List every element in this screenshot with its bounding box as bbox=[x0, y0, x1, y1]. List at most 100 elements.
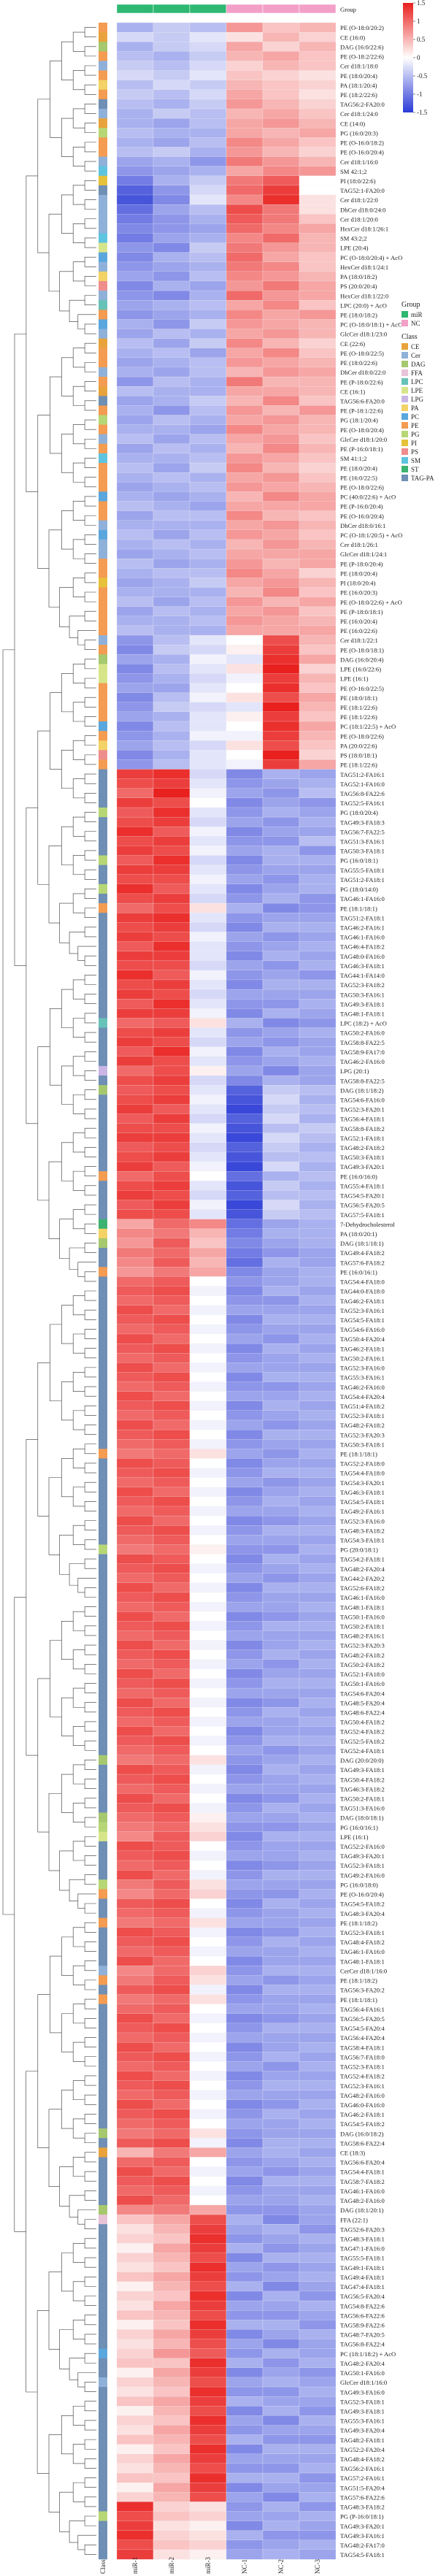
heatmap-cell bbox=[226, 1592, 264, 1603]
class-annotation-cell bbox=[99, 1305, 107, 1316]
heatmap-cell bbox=[226, 1908, 264, 1919]
row-label: TAG51:2-FA18:1 bbox=[340, 914, 385, 921]
class-annotation-cell bbox=[99, 559, 107, 569]
class-annotation-cell bbox=[99, 529, 107, 540]
heatmap-cell bbox=[262, 2406, 300, 2416]
legend-swatch bbox=[402, 440, 408, 446]
row-label: TAG49:3-FA20:1 bbox=[340, 1852, 385, 1860]
heatmap-cell bbox=[262, 1238, 300, 1249]
heatmap-cell bbox=[226, 1554, 264, 1565]
heatmap-cell bbox=[153, 1994, 191, 2005]
heatmap-cell bbox=[116, 2061, 154, 2071]
heatmap-cell bbox=[189, 979, 227, 990]
heatmap-cell bbox=[189, 415, 227, 426]
heatmap-cell bbox=[299, 846, 337, 856]
row-label: PE (18:1/22:6) bbox=[340, 704, 377, 711]
heatmap-cell bbox=[226, 941, 264, 952]
row-label: PE (O-18:0/18:1) bbox=[340, 646, 384, 653]
heatmap-cell bbox=[153, 1535, 191, 1545]
class-annotation-cell bbox=[99, 472, 107, 483]
dendrogram-branch bbox=[69, 1247, 85, 1270]
heatmap-cell bbox=[153, 1324, 191, 1335]
heatmap-cell bbox=[189, 1668, 227, 1679]
heatmap-cell bbox=[226, 118, 264, 129]
row-label: TAG46:0-FA16:0 bbox=[340, 2101, 385, 2109]
row-label: TAG46:2-FA16:0 bbox=[340, 1384, 385, 1391]
dendrogram-branch bbox=[72, 348, 85, 368]
row-label: TAG54:5-FA18:1 bbox=[340, 2551, 385, 2558]
dendrogram-branch bbox=[72, 1803, 85, 1822]
row-label: TAG52:4-FA18:2 bbox=[340, 2073, 385, 2080]
heatmap-cell bbox=[299, 2530, 337, 2541]
class-annotation-cell bbox=[99, 2185, 107, 2196]
row-label: PC (O-18:1/20:5) + AcO bbox=[340, 532, 402, 539]
heatmap-cell bbox=[189, 1429, 227, 1440]
heatmap-cell bbox=[299, 1707, 337, 1717]
heatmap-cell bbox=[299, 2377, 337, 2388]
heatmap-cell bbox=[226, 1955, 264, 1966]
heatmap-cell bbox=[153, 1362, 191, 1373]
heatmap-cell bbox=[262, 2234, 300, 2244]
class-annotation-cell bbox=[99, 185, 107, 196]
heatmap-cell bbox=[189, 462, 227, 473]
class-annotation-cell bbox=[99, 2004, 107, 2015]
heatmap-cell bbox=[299, 2166, 337, 2177]
heatmap-cell bbox=[116, 2128, 154, 2139]
class-annotation-cell bbox=[99, 1190, 107, 1200]
row-label: Cer d18:1/20:0 bbox=[340, 215, 378, 223]
class-annotation-cell bbox=[99, 415, 107, 425]
dendrogram-branch bbox=[84, 27, 96, 37]
dendrogram-branch bbox=[61, 1774, 74, 1813]
heatmap-cell bbox=[226, 2482, 264, 2493]
heatmap-cell bbox=[116, 2185, 154, 2196]
row-label: TAG48:2-FA16:0 bbox=[340, 2092, 385, 2099]
heatmap-cell bbox=[226, 453, 264, 464]
heatmap-cell bbox=[153, 578, 191, 588]
heatmap-cell bbox=[116, 462, 154, 473]
heatmap-cell bbox=[116, 1707, 154, 1717]
heatmap-cell bbox=[116, 1726, 154, 1737]
class-annotation-cell bbox=[99, 2118, 107, 2129]
heatmap-cell bbox=[189, 1640, 227, 1651]
heatmap-cell bbox=[226, 827, 264, 837]
heatmap-cell bbox=[153, 175, 191, 186]
heatmap-cell bbox=[226, 2262, 264, 2273]
heatmap-cell bbox=[299, 1889, 337, 1899]
heatmap-cell bbox=[299, 1687, 337, 1698]
heatmap-cell bbox=[262, 1544, 300, 1555]
heatmap-cell bbox=[116, 1879, 154, 1890]
heatmap-cell bbox=[189, 1018, 227, 1028]
dendrogram-branch bbox=[61, 1381, 74, 1421]
heatmap-cell bbox=[262, 233, 300, 243]
row-label: TAG49:3-FA18:1 bbox=[340, 1766, 385, 1774]
heatmap-cell bbox=[189, 1343, 227, 1354]
dendrogram-branch bbox=[72, 108, 85, 129]
colorbar: 1.510.50-0.5-1-1.5 bbox=[403, 0, 428, 116]
heatmap-cell bbox=[189, 1075, 227, 1086]
dendrogram-branch bbox=[84, 2296, 96, 2306]
heatmap-cell bbox=[226, 472, 264, 483]
dendrogram-branch bbox=[61, 2415, 74, 2455]
heatmap-cell bbox=[299, 1333, 337, 1344]
heatmap-cell bbox=[299, 472, 337, 483]
heatmap-cell bbox=[153, 673, 191, 683]
heatmap-cell bbox=[189, 1850, 227, 1861]
heatmap-cell bbox=[153, 2482, 191, 2493]
heatmap-cell bbox=[262, 1343, 300, 1354]
heatmap-cell bbox=[226, 99, 264, 110]
heatmap-cell bbox=[153, 1803, 191, 1813]
heatmap-cell bbox=[116, 1429, 154, 1440]
heatmap-cell bbox=[262, 1391, 300, 1402]
heatmap-cell bbox=[299, 1458, 337, 1468]
heatmap-cell bbox=[262, 462, 300, 473]
heatmap-cell bbox=[262, 902, 300, 913]
heatmap-cell bbox=[153, 1075, 191, 1086]
dendrogram-branch bbox=[84, 793, 96, 803]
dendrogram-branch bbox=[61, 826, 74, 865]
heatmap-cell bbox=[226, 559, 264, 569]
heatmap-cell bbox=[262, 730, 300, 741]
dendrogram-branch bbox=[84, 2238, 96, 2249]
heatmap-cell bbox=[189, 2329, 227, 2339]
heatmap-cell bbox=[226, 1573, 264, 1584]
heatmap-cell bbox=[262, 1362, 300, 1373]
